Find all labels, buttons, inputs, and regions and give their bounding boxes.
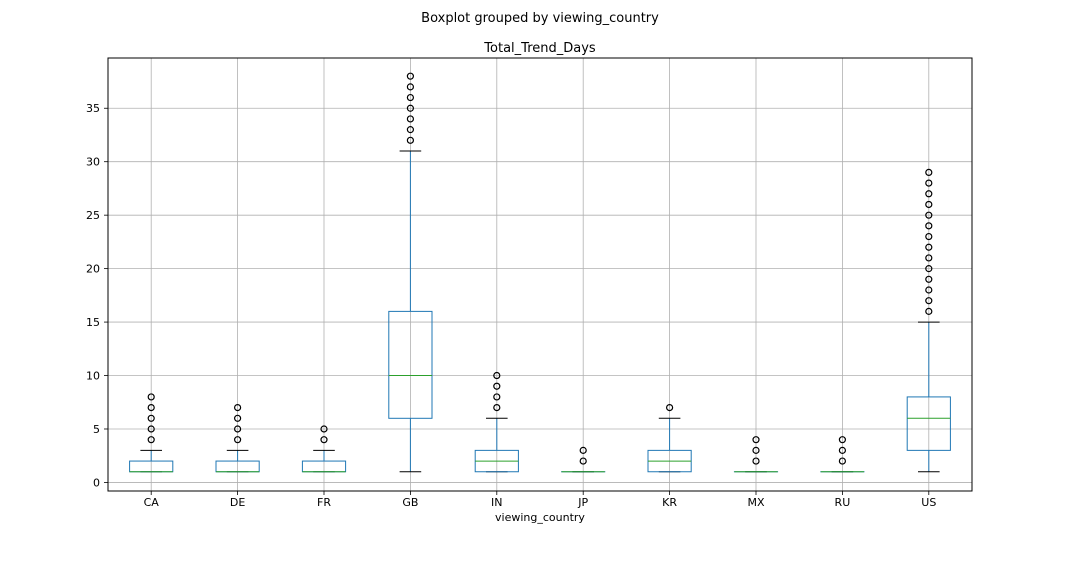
outlier-point	[493, 371, 501, 380]
outlier-point	[406, 136, 414, 144]
y-tick-label: 35	[86, 102, 100, 115]
outlier-point	[320, 425, 328, 433]
outlier-point	[838, 446, 847, 454]
outlier-point	[925, 286, 933, 294]
outlier-point	[925, 297, 933, 305]
y-tick-label: 20	[86, 263, 100, 276]
box-group-kr	[647, 404, 692, 473]
outlier-point	[838, 436, 847, 444]
outlier-point	[406, 126, 414, 134]
outlier-point	[406, 104, 414, 112]
box-group-jp	[561, 446, 606, 473]
x-tick-label: MX	[747, 496, 764, 509]
outlier-point	[925, 168, 933, 176]
outlier-point	[925, 179, 933, 187]
y-tick-label: 15	[86, 316, 100, 329]
outlier-point	[925, 222, 933, 230]
outlier-point	[925, 254, 933, 262]
outlier-point	[147, 436, 155, 444]
x-axis-label: viewing_country	[495, 511, 585, 524]
outlier-point	[925, 190, 933, 198]
outlier-point	[147, 393, 155, 401]
x-tick-label: DE	[230, 496, 245, 509]
y-tick-label: 30	[86, 156, 100, 169]
x-tick-label: FR	[317, 496, 331, 509]
grid-lines	[108, 58, 972, 491]
outlier-point	[147, 425, 155, 433]
outlier-point	[406, 72, 414, 80]
x-axis-ticks: CA DE FR GB IN JP KR MX RU US	[144, 491, 936, 509]
outlier-point	[752, 457, 760, 465]
outlier-point	[320, 436, 328, 444]
x-tick-label: KR	[662, 496, 677, 509]
outlier-point	[925, 243, 933, 251]
y-tick-label: 25	[86, 209, 100, 222]
outlier-point	[925, 232, 933, 241]
box-group-gb	[388, 72, 433, 473]
box-series	[129, 72, 951, 473]
x-tick-label: GB	[402, 496, 418, 509]
outlier-point	[406, 115, 414, 123]
box-group-in	[474, 371, 519, 473]
y-axis-ticks: 0 5 10 15 20 25 30 35	[86, 102, 108, 489]
y-tick-label: 5	[93, 423, 100, 436]
box-group-ru	[820, 436, 865, 473]
outlier-point	[925, 211, 933, 219]
x-tick-label: US	[921, 496, 936, 509]
outlier-point	[925, 307, 933, 315]
outlier-point	[234, 404, 242, 412]
outlier-point	[838, 457, 847, 465]
box-group-ca	[129, 393, 174, 473]
outlier-point	[147, 404, 155, 412]
box-group-fr	[301, 425, 347, 473]
outlier-point	[752, 446, 760, 454]
outlier-point	[234, 425, 242, 433]
x-tick-label: IN	[491, 496, 502, 509]
outlier-point	[493, 393, 501, 401]
plot-frame	[107, 57, 973, 492]
outlier-point	[925, 275, 933, 283]
outlier-point	[234, 436, 242, 444]
outlier-point	[579, 457, 587, 465]
outlier-point	[147, 414, 155, 422]
outlier-point	[406, 93, 414, 102]
x-tick-label: JP	[577, 496, 588, 509]
x-tick-label: RU	[835, 496, 851, 509]
outlier-point	[925, 265, 933, 273]
outlier-point	[579, 446, 587, 454]
outlier-point	[752, 436, 760, 444]
outlier-point	[925, 200, 933, 209]
iqr-box	[906, 396, 951, 451]
x-tick-label: CA	[144, 496, 160, 509]
outlier-point	[234, 414, 242, 422]
outlier-point	[493, 404, 501, 412]
outlier-point	[406, 83, 414, 91]
box-group-us	[906, 168, 951, 473]
chart-suptitle: Boxplot grouped by viewing_country	[421, 11, 659, 26]
outlier-point	[493, 382, 501, 390]
y-tick-label: 0	[93, 476, 100, 489]
chart-title: Total_Trend_Days	[483, 41, 596, 56]
iqr-box	[388, 310, 433, 419]
outlier-point	[665, 404, 674, 412]
box-group-mx	[733, 436, 779, 473]
box-group-de	[215, 404, 260, 473]
y-tick-label: 10	[86, 370, 100, 383]
